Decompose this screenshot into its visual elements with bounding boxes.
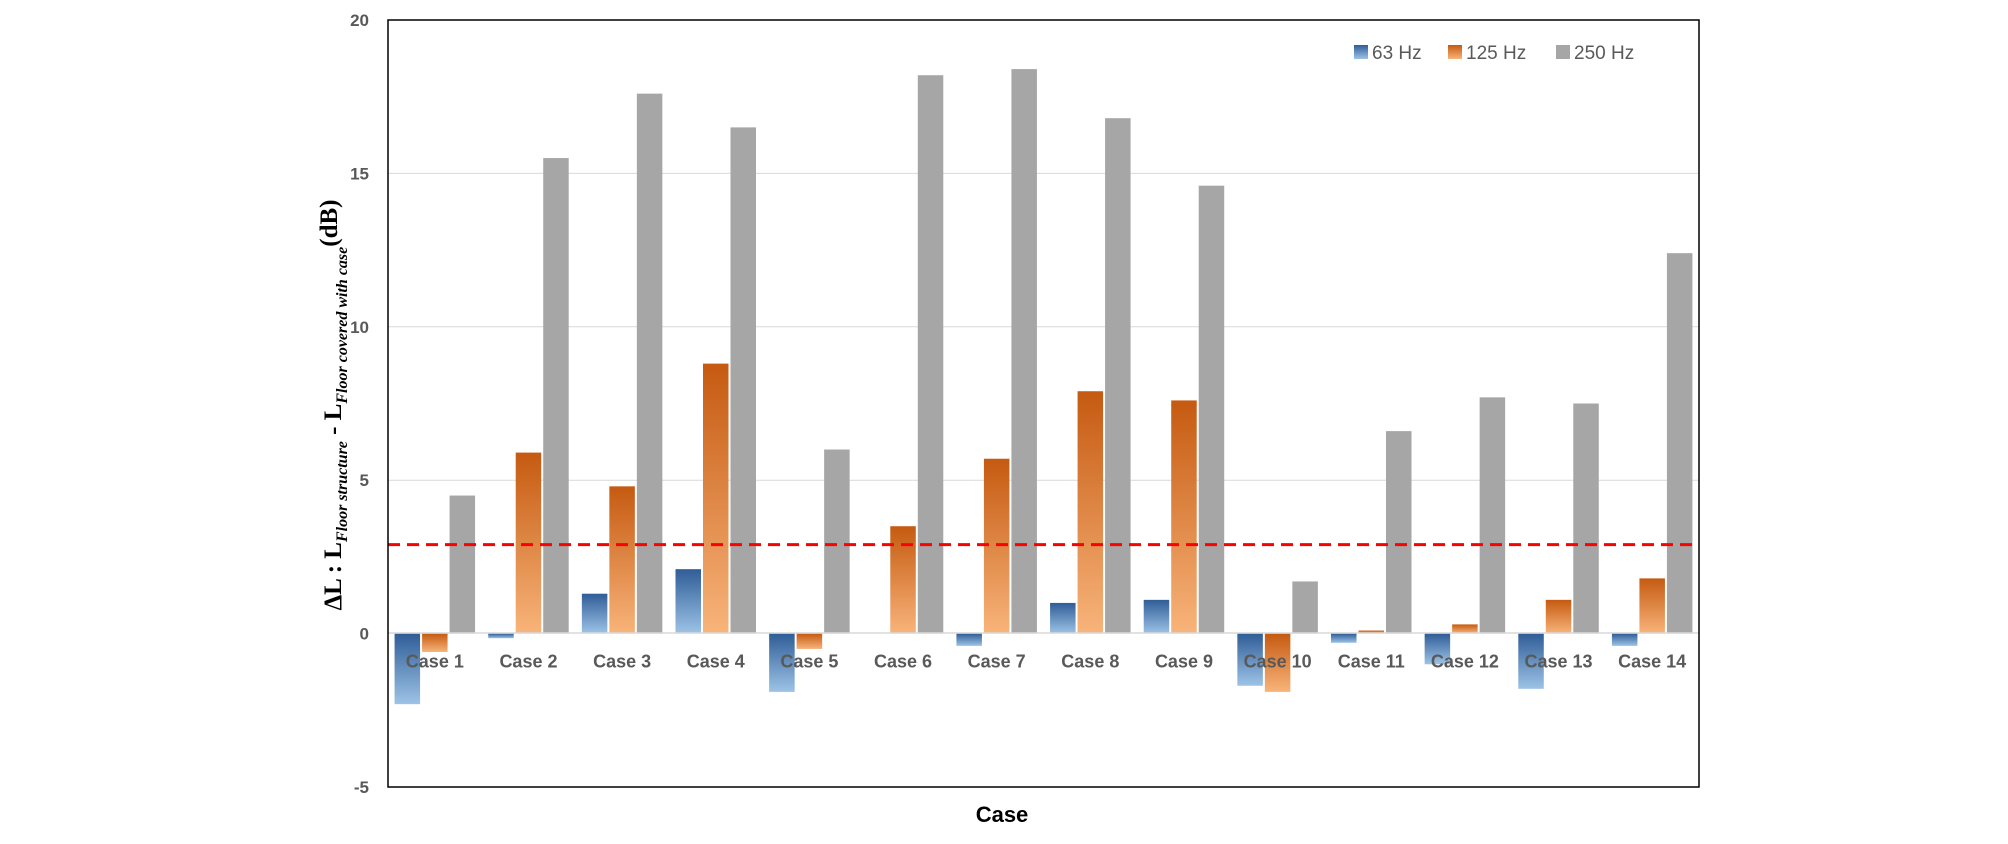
bar-250hz-case-6	[917, 75, 944, 634]
y-axis-title: ΔL : LFloor structure - LFloor covered w…	[316, 199, 351, 610]
bar-250hz-case-5	[824, 449, 850, 634]
legend-label: 63 Hz	[1372, 43, 1422, 64]
y-axis-title-prefix: ΔL : L	[320, 542, 347, 610]
bar-250hz-case-8	[1105, 118, 1131, 634]
x-category-label: Case 3	[593, 652, 651, 672]
bar-63hz-case-12	[1424, 633, 1451, 665]
bar-250hz-case-9	[1198, 185, 1225, 634]
y-tick-label: 15	[350, 164, 369, 183]
y-axis-ticks: -5 0 5 10 15 20	[350, 11, 369, 797]
bar-63hz-case-7	[956, 633, 982, 646]
bar-125hz-case-4	[703, 363, 729, 634]
plot-border	[387, 19, 1700, 788]
bar-250hz-case-14	[1666, 253, 1693, 634]
x-category-label: Case 4	[687, 652, 745, 672]
x-axis-title: Case	[976, 802, 1029, 827]
bar-250hz-case-2	[543, 158, 569, 634]
y-axis-title-suffix: (dB)	[316, 199, 343, 246]
bar-63hz-case-9	[1143, 599, 1170, 634]
bar-250hz-case-12	[1479, 397, 1506, 634]
bar-250hz-case-3	[636, 93, 663, 634]
bar-250hz-case-13	[1573, 403, 1599, 634]
bar-63hz-case-3	[581, 593, 608, 634]
bar-63hz-case-14	[1611, 633, 1638, 646]
y-tick-label: 10	[350, 318, 369, 337]
x-category-label: Case 1	[406, 652, 464, 672]
bar-125hz-case-12	[1452, 624, 1478, 634]
bar-250hz-case-1	[449, 495, 476, 634]
legend-swatch-125hz	[1448, 45, 1462, 59]
x-category-label: Case 6	[874, 652, 932, 672]
bar-63hz-case-5	[769, 633, 795, 692]
legend-label: 125 Hz	[1466, 43, 1526, 64]
bar-250hz-case-11	[1386, 431, 1412, 634]
bar-63hz-case-13	[1518, 633, 1544, 689]
bar-125hz-case-6	[890, 526, 916, 634]
bar-125hz-case-5	[796, 633, 823, 649]
bar-250hz-case-7	[1011, 69, 1037, 634]
legend-swatch-63hz	[1354, 45, 1368, 59]
y-tick-label: 5	[360, 471, 369, 490]
bar-125hz-case-7	[983, 458, 1010, 634]
bar-125hz-case-10	[1264, 633, 1291, 692]
legend-swatch-250hz	[1556, 45, 1570, 59]
legend-label: 250 Hz	[1574, 43, 1634, 64]
x-category-label: Case 5	[780, 652, 838, 672]
bar-125hz-case-8	[1077, 391, 1104, 634]
y-tick-label: -5	[354, 778, 369, 797]
bar-125hz-case-13	[1545, 599, 1572, 634]
x-category-label: Case 14	[1618, 652, 1686, 672]
bar-250hz-case-4	[730, 127, 756, 634]
bar-63hz-case-1	[394, 633, 421, 705]
bar-125hz-case-14	[1639, 578, 1665, 634]
x-category-label: Case 12	[1431, 652, 1499, 672]
bar-125hz-case-3	[609, 486, 635, 634]
x-axis-category-labels: Case 1 Case 2 Case 3 Case 4 Case 5 Case 6 Case…	[406, 652, 1686, 672]
legend: 63 Hz 125 Hz 250 Hz	[1354, 43, 1634, 64]
y-axis-title-sub2: Floor covered with case	[334, 247, 351, 405]
bar-125hz-case-9	[1171, 400, 1197, 634]
x-category-label: Case 13	[1525, 652, 1593, 672]
bar-63hz-case-10	[1237, 633, 1263, 686]
x-category-label: Case 9	[1155, 652, 1213, 672]
bar-125hz-case-2	[515, 452, 542, 634]
x-category-label: Case 7	[968, 652, 1026, 672]
bar-63hz-case-8	[1050, 602, 1076, 634]
x-category-label: Case 10	[1244, 652, 1312, 672]
y-axis-title-mid: - L	[320, 404, 347, 442]
y-tick-label: 20	[350, 11, 369, 30]
bar-63hz-case-11	[1331, 633, 1357, 643]
y-axis-title-sub1: Floor structure	[334, 441, 351, 543]
bar-63hz-case-2	[488, 633, 514, 639]
bar-125hz-case-1	[422, 633, 448, 653]
x-category-label: Case 8	[1061, 652, 1119, 672]
bar-125hz-case-11	[1358, 630, 1384, 634]
bar-250hz-case-10	[1292, 581, 1318, 634]
x-category-label: Case 11	[1338, 652, 1405, 672]
x-category-label: Case 2	[499, 652, 557, 672]
bar-63hz-case-4	[675, 569, 701, 634]
y-tick-label: 0	[360, 625, 369, 644]
